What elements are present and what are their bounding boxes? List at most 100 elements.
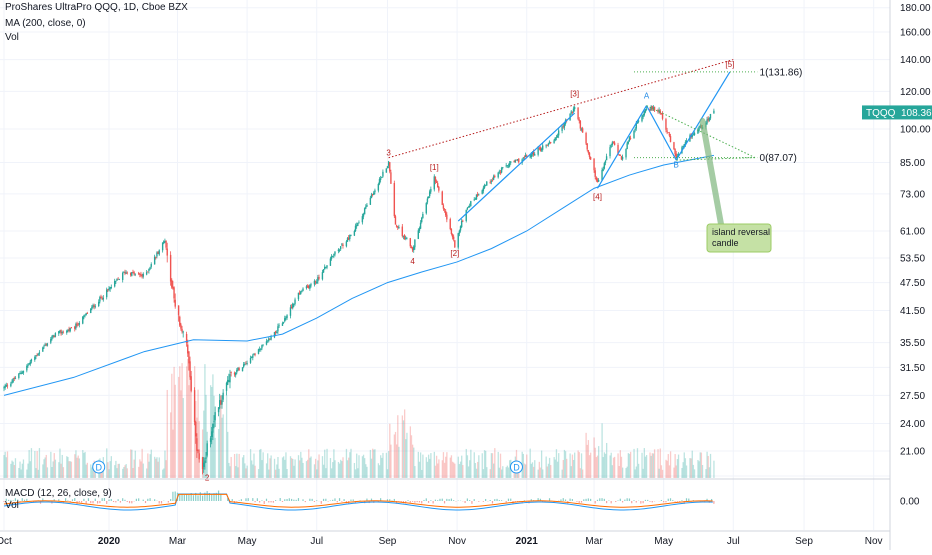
candle-body xyxy=(694,133,695,135)
volume-bar xyxy=(498,452,499,478)
macd-histogram-bar xyxy=(407,500,408,501)
candle-body xyxy=(151,264,152,267)
candle-body xyxy=(294,299,295,303)
macd-histogram-bar xyxy=(296,500,297,501)
volume-bar xyxy=(278,469,279,478)
candle-body xyxy=(662,114,663,119)
macd-histogram-bar xyxy=(350,500,351,501)
macd-histogram-bar xyxy=(576,501,577,502)
candle-body xyxy=(182,332,183,333)
volume-bar xyxy=(412,445,413,478)
candle-body xyxy=(580,121,581,129)
macd-histogram-bar xyxy=(652,501,653,502)
volume-bar xyxy=(355,469,356,478)
macd-histogram-bar xyxy=(136,499,137,501)
macd-histogram-bar xyxy=(113,501,114,502)
macd-histogram-bar xyxy=(325,499,326,501)
candle-body xyxy=(606,156,607,160)
candle-body xyxy=(173,287,174,298)
candle-body xyxy=(178,305,179,315)
volume-bar xyxy=(245,468,246,478)
volume-bar xyxy=(188,385,189,478)
macd-histogram-bar xyxy=(426,498,427,501)
volume-bar xyxy=(354,463,355,478)
candle-body xyxy=(557,136,558,138)
volume-bar xyxy=(11,461,12,478)
candle-body xyxy=(302,289,303,291)
candle-body xyxy=(71,327,72,328)
macd-histogram-bar xyxy=(282,501,283,502)
candle-body xyxy=(446,215,447,220)
volume-bar xyxy=(657,449,658,478)
volume-bar xyxy=(135,451,136,478)
volume-bar xyxy=(410,426,411,478)
volume-bar xyxy=(218,429,219,478)
candle-body xyxy=(427,199,428,203)
macd-histogram-bar xyxy=(280,498,281,501)
volume-bar xyxy=(54,453,55,478)
candle-body xyxy=(23,371,24,373)
macd-histogram-bar xyxy=(67,500,68,501)
volume-bar xyxy=(474,452,475,478)
candle-body xyxy=(395,216,396,224)
candle-body xyxy=(654,107,655,111)
macd-histogram-bar xyxy=(220,495,221,501)
macd-histogram-bar xyxy=(510,499,511,501)
volume-bar xyxy=(338,462,339,478)
macd-histogram-bar xyxy=(298,498,299,501)
volume-bar xyxy=(644,448,645,478)
candle-body xyxy=(398,227,399,228)
volume-bar xyxy=(689,458,690,478)
volume-bar xyxy=(434,452,435,478)
candle-body xyxy=(467,208,468,209)
price-tick-label: 47.50 xyxy=(900,278,925,289)
projection-line xyxy=(647,106,755,158)
volume-bar xyxy=(382,453,383,478)
time-tick-label: Jul xyxy=(727,536,740,547)
candle-body xyxy=(286,315,287,318)
macd-histogram-bar xyxy=(266,499,267,501)
volume-bar xyxy=(478,455,479,478)
volume-bar xyxy=(253,454,254,478)
volume-bar xyxy=(665,460,666,478)
candle-body xyxy=(558,130,559,135)
volume-bar xyxy=(379,465,380,478)
price-tick-label: 27.50 xyxy=(900,391,925,402)
macd-histogram-bar xyxy=(672,500,673,501)
volume-bar xyxy=(205,395,206,478)
volume-bar xyxy=(110,461,111,478)
volume-bar xyxy=(445,457,446,478)
volume-bar xyxy=(350,449,351,478)
candle-body xyxy=(713,111,714,114)
candle-body xyxy=(254,354,255,355)
candle-body xyxy=(262,344,263,345)
wave-label: [4] xyxy=(593,193,602,202)
macd-histogram-bar xyxy=(83,499,84,501)
macd-histogram-bar xyxy=(328,501,329,502)
volume-bar xyxy=(694,469,695,478)
candle-body xyxy=(550,142,551,143)
volume-bar xyxy=(467,455,468,478)
candle-body xyxy=(420,223,421,229)
volume-bar xyxy=(486,467,487,478)
candle-body xyxy=(196,438,197,451)
volume-bar xyxy=(6,457,7,478)
price-tick-label: 21.00 xyxy=(900,447,925,458)
time-tick-label: May xyxy=(654,536,673,547)
volume-bar xyxy=(183,398,184,478)
volume-bar xyxy=(572,455,573,478)
macd-histogram-bar xyxy=(688,499,689,501)
volume-bar xyxy=(171,374,172,478)
candle-body xyxy=(610,145,611,147)
macd-histogram-bar xyxy=(677,501,678,502)
macd-histogram-bar xyxy=(312,499,313,501)
volume-bar xyxy=(429,459,430,478)
volume-bar xyxy=(466,449,467,478)
candle-body xyxy=(542,145,543,149)
macd-histogram-bar xyxy=(172,492,173,501)
volume-bar xyxy=(298,455,299,478)
candle-body xyxy=(190,376,191,391)
macd-histogram-bar xyxy=(428,501,429,503)
